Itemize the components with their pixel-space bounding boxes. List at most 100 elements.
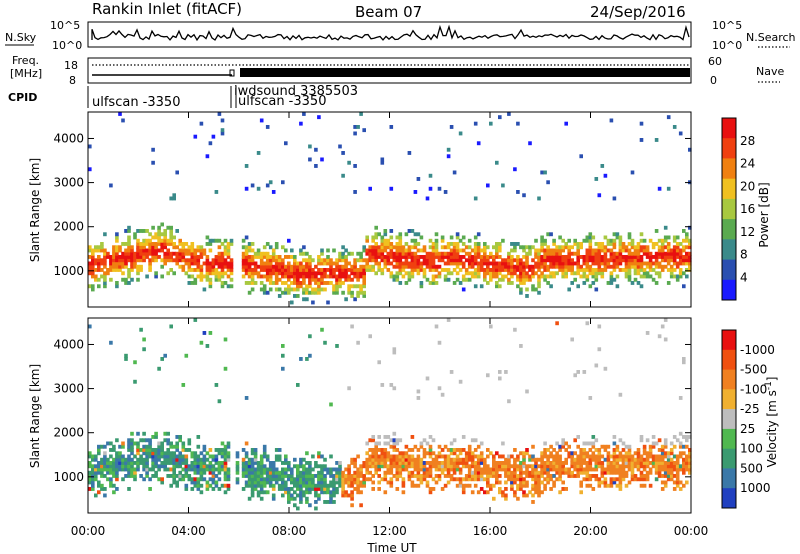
- heatmap-cell: [250, 248, 255, 253]
- heatmap-cell: [329, 490, 333, 495]
- heatmap-cell: [609, 277, 614, 282]
- heatmap-cell: [250, 183, 255, 188]
- heatmap-cell: [184, 448, 189, 452]
- heatmap-cell: [645, 274, 650, 279]
- heatmap-cell: [305, 477, 309, 482]
- heatmap-cell: [187, 467, 192, 472]
- heatmap-cell: [657, 457, 662, 462]
- heatmap-cell: [543, 451, 547, 456]
- heatmap-cell: [106, 271, 110, 276]
- heatmap-cell: [136, 464, 140, 469]
- heatmap-cell: [657, 454, 662, 459]
- heatmap-cell: [220, 274, 225, 279]
- heatmap-cell: [627, 255, 632, 259]
- heatmap-cell: [377, 245, 381, 250]
- heatmap-cell: [534, 490, 538, 495]
- heatmap-cell: [501, 261, 505, 266]
- heatmap-cell: [642, 448, 647, 452]
- heatmap-cell: [594, 274, 599, 279]
- heatmap-cell: [91, 487, 95, 491]
- heatmap-cell: [247, 464, 252, 469]
- heatmap-cell: [127, 464, 131, 469]
- heatmap-cell: [226, 451, 231, 456]
- heatmap-cell: [609, 251, 614, 256]
- heatmap-cell: [100, 444, 104, 449]
- heatmap-cell: [395, 487, 400, 491]
- heatmap-cell: [118, 248, 122, 253]
- heatmap-cell: [265, 183, 270, 188]
- heatmap-cell: [130, 248, 134, 253]
- heatmap-cell: [154, 448, 158, 452]
- heatmap-cell: [540, 451, 544, 456]
- heatmap-cell: [359, 287, 363, 292]
- heatmap-cell: [347, 160, 351, 165]
- heatmap-cell: [160, 274, 164, 279]
- heatmap-cell: [299, 493, 303, 498]
- heatmap-cell: [103, 464, 107, 469]
- heatmap-cell: [97, 284, 101, 289]
- heatmap-cell: [675, 261, 680, 266]
- heatmap-cell: [374, 251, 378, 256]
- heatmap-cell: [669, 448, 674, 452]
- heatmap-cell: [305, 251, 309, 256]
- heatmap-cell: [281, 366, 285, 371]
- heatmap-cell: [362, 245, 366, 250]
- heatmap-cell: [305, 274, 309, 279]
- heatmap-cell: [178, 451, 182, 456]
- heatmap-cell: [473, 284, 478, 289]
- heatmap-cell: [594, 271, 599, 276]
- heatmap-cell: [142, 245, 146, 250]
- heatmap-cell: [344, 268, 348, 272]
- heatmap-cell: [262, 451, 267, 456]
- heatmap-cell: [513, 258, 517, 263]
- heatmap-cell: [241, 238, 246, 243]
- heatmap-cell: [296, 271, 300, 276]
- freq-tick-top: 18: [64, 59, 78, 72]
- heatmap-cell: [492, 467, 496, 472]
- heatmap-cell: [618, 451, 623, 456]
- heatmap-cell: [549, 261, 553, 266]
- heatmap-cell: [392, 441, 397, 446]
- heatmap-cell: [531, 467, 535, 472]
- heatmap-cell: [443, 251, 448, 256]
- heatmap-cell: [133, 379, 137, 384]
- heatmap-cell: [422, 477, 427, 482]
- heatmap-cell: [504, 261, 508, 266]
- heatmap-cell: [519, 281, 523, 285]
- heatmap-cell: [244, 271, 249, 276]
- heatmap-cell: [359, 274, 363, 279]
- heatmap-cell: [576, 470, 580, 475]
- heatmap-cell: [422, 474, 427, 478]
- heatmap-cell: [118, 451, 122, 456]
- heatmap-cell: [181, 467, 186, 472]
- heatmap-cell: [359, 467, 363, 472]
- heatmap-cell: [157, 255, 161, 259]
- heatmap-cell: [256, 186, 261, 191]
- heatmap-cell: [486, 245, 490, 250]
- heatmap-cell: [247, 474, 252, 478]
- heatmap-cell: [296, 264, 300, 269]
- heatmap-cell: [627, 457, 632, 462]
- heatmap-cell: [612, 461, 617, 465]
- heatmap-cell: [446, 474, 451, 478]
- heatmap-cell: [133, 264, 137, 269]
- heatmap-cell: [525, 470, 529, 475]
- heatmap-cell: [585, 261, 590, 266]
- heatmap-cell: [341, 477, 345, 482]
- heatmap-cell: [549, 271, 553, 276]
- heatmap-cell: [127, 238, 131, 243]
- heatmap-cell: [323, 287, 327, 292]
- heatmap-cell: [603, 235, 608, 240]
- heatmap-cell: [473, 483, 478, 488]
- heatmap-cell: [675, 480, 680, 485]
- heatmap-cell: [513, 474, 517, 478]
- heatmap-cell: [220, 118, 225, 123]
- heatmap-cell: [341, 493, 345, 498]
- heatmap-cell: [103, 444, 107, 449]
- heatmap-cell: [672, 467, 677, 472]
- heatmap-cell: [247, 470, 252, 475]
- heatmap-cell: [549, 474, 553, 478]
- heatmap-cell: [347, 287, 351, 292]
- heatmap-cell: [492, 271, 496, 276]
- heatmap-cell: [531, 284, 535, 289]
